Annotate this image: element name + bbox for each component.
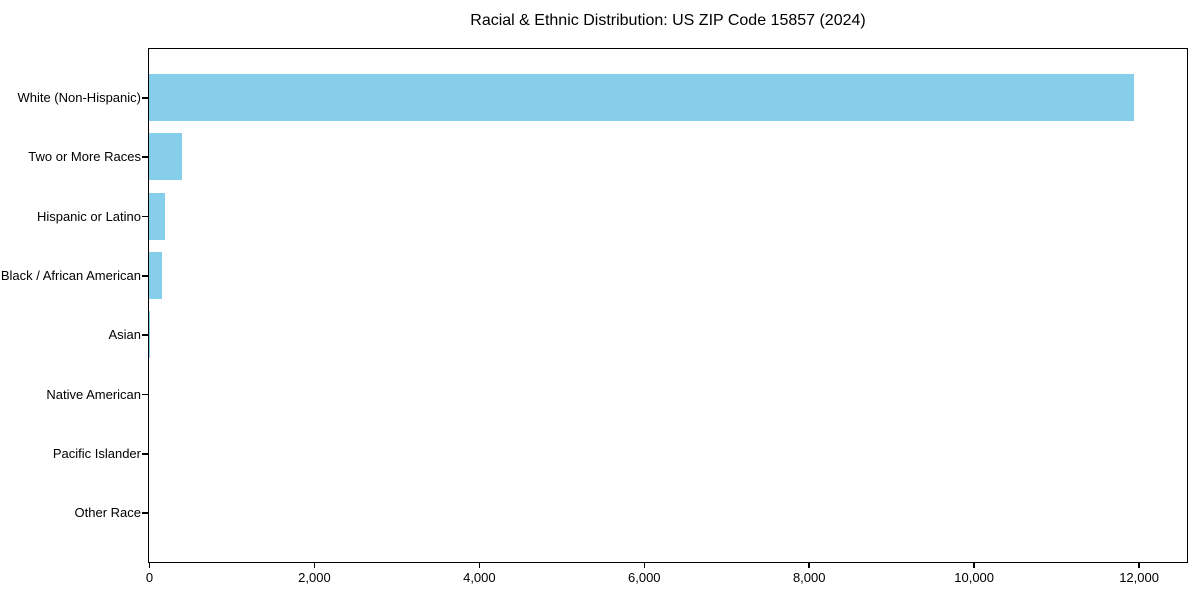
x-tick-label: 4,000 bbox=[463, 570, 496, 585]
y-tick-label: Two or More Races bbox=[28, 149, 141, 165]
x-tick-label: 12,000 bbox=[1119, 570, 1159, 585]
x-tick-mark bbox=[973, 563, 975, 568]
x-tick-mark bbox=[1138, 563, 1140, 568]
x-tick-label: 2,000 bbox=[298, 570, 331, 585]
y-tick-mark bbox=[142, 156, 148, 158]
x-tick-label: 10,000 bbox=[954, 570, 995, 585]
y-tick-mark bbox=[142, 512, 148, 514]
x-tick-mark bbox=[643, 563, 646, 568]
y-tick-mark bbox=[142, 97, 148, 99]
x-tick-mark bbox=[148, 563, 151, 568]
bar bbox=[149, 192, 166, 240]
y-tick-mark bbox=[142, 453, 148, 455]
x-tick-label: 0 bbox=[145, 570, 154, 585]
y-tick-mark bbox=[142, 215, 148, 218]
y-tick-label: Other Race bbox=[74, 505, 141, 521]
y-tick-label: White (Non-Hispanic) bbox=[17, 89, 141, 105]
y-tick-label: Pacific Islander bbox=[52, 445, 141, 461]
bar bbox=[149, 73, 1135, 121]
y-tick-mark bbox=[142, 393, 148, 396]
y-tick-mark bbox=[142, 334, 148, 336]
y-tick-label: Asian bbox=[108, 327, 141, 343]
y-tick-label: Hispanic or Latino bbox=[36, 208, 141, 224]
bar bbox=[149, 133, 182, 181]
bar bbox=[149, 251, 163, 299]
bar bbox=[149, 311, 150, 359]
chart-title: Racial & Ethnic Distribution: US ZIP Cod… bbox=[470, 12, 866, 29]
plot-area bbox=[148, 48, 1188, 563]
y-tick-label: Native American bbox=[46, 386, 141, 402]
x-tick-mark bbox=[808, 563, 810, 568]
x-tick-label: 8,000 bbox=[792, 570, 826, 585]
x-tick-mark bbox=[313, 563, 316, 568]
y-tick-label: Black / African American bbox=[0, 267, 141, 283]
x-tick-label: 6,000 bbox=[628, 570, 661, 585]
x-tick-mark bbox=[478, 563, 481, 568]
y-tick-mark bbox=[142, 275, 148, 277]
